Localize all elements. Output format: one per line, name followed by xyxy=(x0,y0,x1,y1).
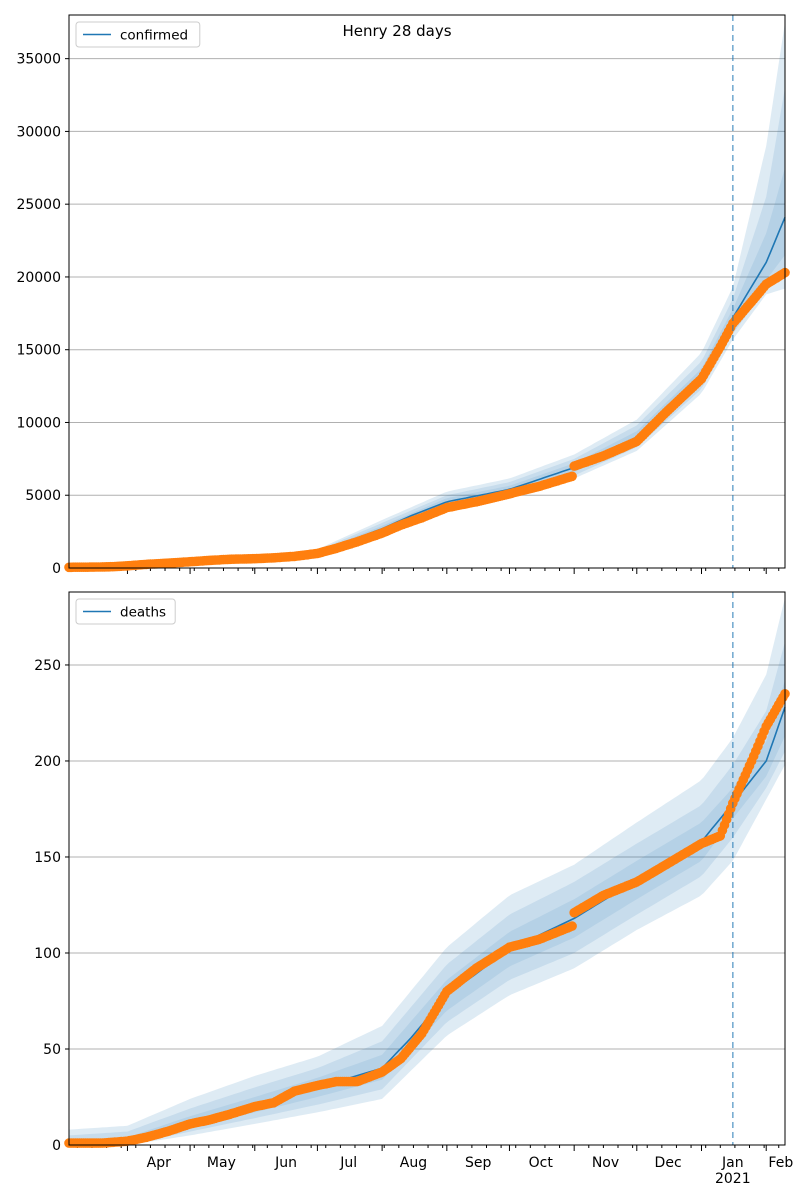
confidence-band-2 xyxy=(69,641,785,1145)
y-tick-label: 20000 xyxy=(16,270,61,286)
x-month-label: May xyxy=(207,1155,236,1171)
x-month-label: Oct xyxy=(529,1155,554,1171)
y-tick-label: 200 xyxy=(34,754,61,770)
x-month-label: Dec xyxy=(655,1155,682,1171)
confidence-band-3 xyxy=(69,597,785,1145)
observed-point xyxy=(567,471,577,482)
y-tick-label: 5000 xyxy=(25,488,61,504)
axes-frame xyxy=(68,14,786,569)
x-month-label: Jul xyxy=(339,1155,357,1171)
confidence-band-2 xyxy=(69,87,785,569)
confirmed-panel: 0 5000 10000 15000 20000 25000 30000 35000 confi… xyxy=(16,14,790,577)
legend-box xyxy=(75,598,176,625)
x-month-label: Apr xyxy=(147,1155,171,1171)
confidence-band-1 xyxy=(69,680,785,1145)
confidence-band-1 xyxy=(69,167,785,569)
y-tick-label: 250 xyxy=(34,658,61,674)
y-tick-label: 10000 xyxy=(16,415,61,431)
x-month-label: Nov xyxy=(592,1155,619,1171)
y-tick-label: 100 xyxy=(34,946,61,962)
y-tick-label: 0 xyxy=(52,1138,61,1154)
y-tick-label: 50 xyxy=(43,1042,61,1058)
axes-frame xyxy=(68,591,786,1146)
model-line xyxy=(68,706,786,1146)
x-month-label: Jun xyxy=(274,1155,297,1171)
x-month-label: Jan xyxy=(721,1155,744,1171)
observed-point xyxy=(567,921,577,931)
y-tick-label: 35000 xyxy=(16,52,61,68)
legend-box xyxy=(75,21,201,48)
x-month-label: Sep xyxy=(465,1155,492,1171)
deaths-panel: 0 50 100 150 200 250 Apr May Jun Jul Aug Sep Oct Nov D… xyxy=(34,591,793,1187)
legend-label: confirmed xyxy=(120,28,188,44)
confidence-band-3 xyxy=(69,22,785,569)
legend-label: deaths xyxy=(120,605,166,621)
x-month-label: Aug xyxy=(400,1155,427,1171)
y-tick-label: 0 xyxy=(52,561,61,577)
y-tick-label: 15000 xyxy=(16,343,61,359)
y-tick-label: 150 xyxy=(34,850,61,866)
y-tick-label: 25000 xyxy=(16,197,61,213)
x-month-label: Feb xyxy=(768,1155,793,1171)
x-year-label: 2021 xyxy=(715,1171,751,1187)
y-tick-label: 30000 xyxy=(16,124,61,140)
figure-title: Henry 28 days xyxy=(342,22,451,40)
